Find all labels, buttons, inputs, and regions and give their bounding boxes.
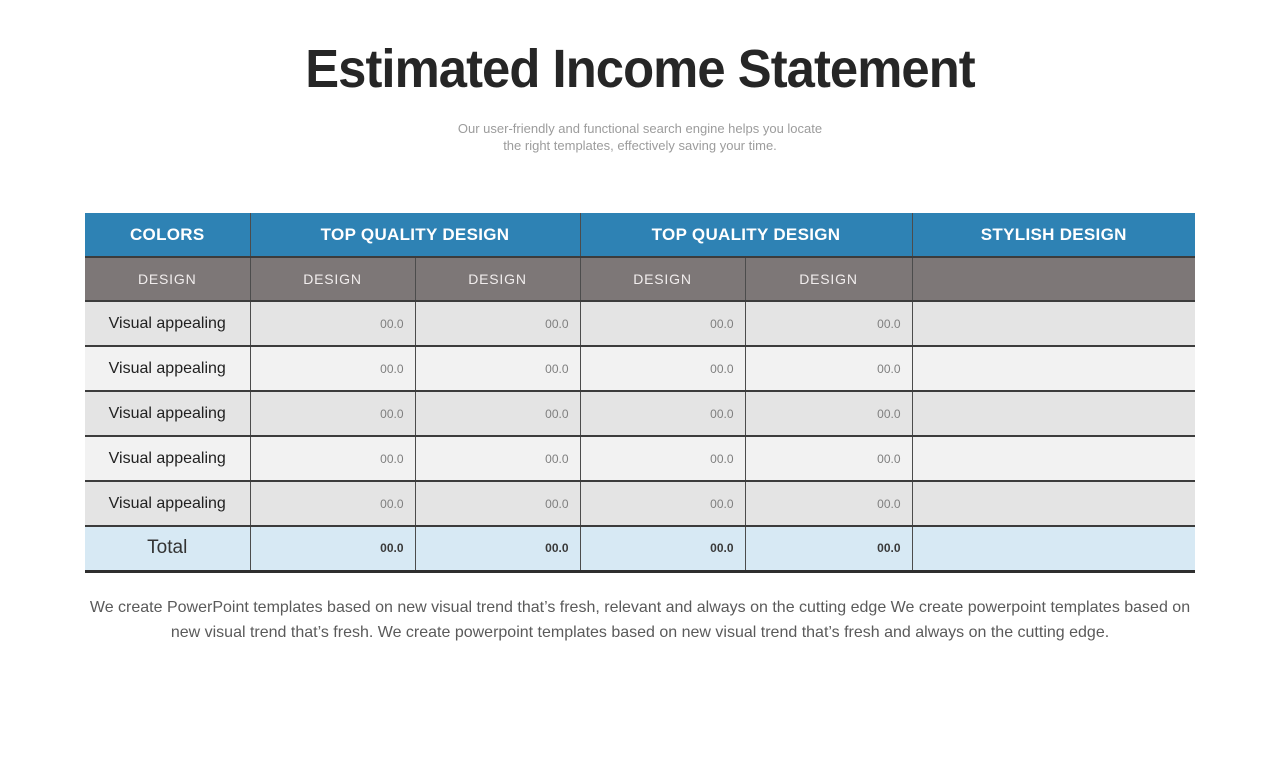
header-colors: COLORS bbox=[85, 213, 251, 257]
row-value: 00.0 bbox=[745, 435, 913, 481]
table-row: Visual appealing 00.0 00.0 00.0 00.0 bbox=[85, 300, 1195, 346]
table-row: Visual appealing 00.0 00.0 00.0 00.0 bbox=[85, 435, 1195, 481]
subtitle-line-2: the right templates, effectively saving … bbox=[503, 138, 777, 153]
subheader-design-4: DESIGN bbox=[580, 256, 746, 301]
footer-text: We create PowerPoint templates based on … bbox=[89, 598, 1191, 641]
subheader-design-5: DESIGN bbox=[745, 256, 913, 301]
total-value: 00.0 bbox=[415, 525, 581, 571]
table-subheader-row: DESIGN DESIGN DESIGN DESIGN DESIGN bbox=[85, 256, 1195, 301]
row-value: 00.0 bbox=[580, 300, 746, 346]
slide: Estimated Income Statement Our user-frie… bbox=[0, 42, 1280, 762]
subheader-design-1: DESIGN bbox=[85, 256, 251, 301]
row-value: 00.0 bbox=[580, 345, 746, 391]
row-label: Visual appealing bbox=[85, 435, 251, 481]
total-value: 00.0 bbox=[745, 525, 913, 571]
subheader-design-3: DESIGN bbox=[415, 256, 581, 301]
row-value: 00.0 bbox=[250, 300, 416, 346]
row-value: 00.0 bbox=[580, 480, 746, 526]
empty-cell bbox=[912, 480, 1195, 526]
row-label: Visual appealing bbox=[85, 480, 251, 526]
empty-cell bbox=[912, 345, 1195, 391]
slide-title: Estimated Income Statement bbox=[305, 39, 975, 99]
row-value: 00.0 bbox=[250, 390, 416, 436]
row-value: 00.0 bbox=[415, 480, 581, 526]
income-statement-table: COLORS TOP QUALITY DESIGN TOP QUALITY DE… bbox=[85, 213, 1195, 573]
header-stylish-design: STYLISH DESIGN bbox=[912, 213, 1195, 257]
row-value: 00.0 bbox=[415, 390, 581, 436]
empty-cell bbox=[912, 435, 1195, 481]
row-label: Visual appealing bbox=[85, 345, 251, 391]
total-label: Total bbox=[85, 525, 251, 571]
empty-cell bbox=[912, 300, 1195, 346]
empty-cell bbox=[912, 390, 1195, 436]
row-value: 00.0 bbox=[415, 300, 581, 346]
table-row: Visual appealing 00.0 00.0 00.0 00.0 bbox=[85, 480, 1195, 526]
slide-subtitle: Our user-friendly and functional search … bbox=[0, 120, 1280, 154]
subtitle-line-1: Our user-friendly and functional search … bbox=[457, 121, 823, 136]
table-row: Visual appealing 00.0 00.0 00.0 00.0 bbox=[85, 345, 1195, 391]
row-value: 00.0 bbox=[250, 435, 416, 481]
table-row: Visual appealing 00.0 00.0 00.0 00.0 bbox=[85, 390, 1195, 436]
row-value: 00.0 bbox=[580, 435, 746, 481]
row-value: 00.0 bbox=[250, 480, 416, 526]
total-value: 00.0 bbox=[250, 525, 416, 571]
subheader-design-2: DESIGN bbox=[250, 256, 416, 301]
empty-cell bbox=[912, 525, 1195, 571]
table-total-row: Total 00.0 00.0 00.0 00.0 bbox=[85, 525, 1195, 571]
row-value: 00.0 bbox=[745, 300, 913, 346]
table-header-row: COLORS TOP QUALITY DESIGN TOP QUALITY DE… bbox=[85, 213, 1195, 257]
row-value: 00.0 bbox=[745, 345, 913, 391]
row-label: Visual appealing bbox=[85, 300, 251, 346]
header-top-quality-design-2: TOP QUALITY DESIGN bbox=[580, 213, 913, 257]
row-value: 00.0 bbox=[745, 390, 913, 436]
total-value: 00.0 bbox=[580, 525, 746, 571]
row-value: 00.0 bbox=[415, 435, 581, 481]
row-label: Visual appealing bbox=[85, 390, 251, 436]
header-top-quality-design-1: TOP QUALITY DESIGN bbox=[250, 213, 581, 257]
subheader-empty-cell bbox=[912, 256, 1195, 301]
row-value: 00.0 bbox=[580, 390, 746, 436]
row-value: 00.0 bbox=[415, 345, 581, 391]
row-value: 00.0 bbox=[250, 345, 416, 391]
row-value: 00.0 bbox=[745, 480, 913, 526]
